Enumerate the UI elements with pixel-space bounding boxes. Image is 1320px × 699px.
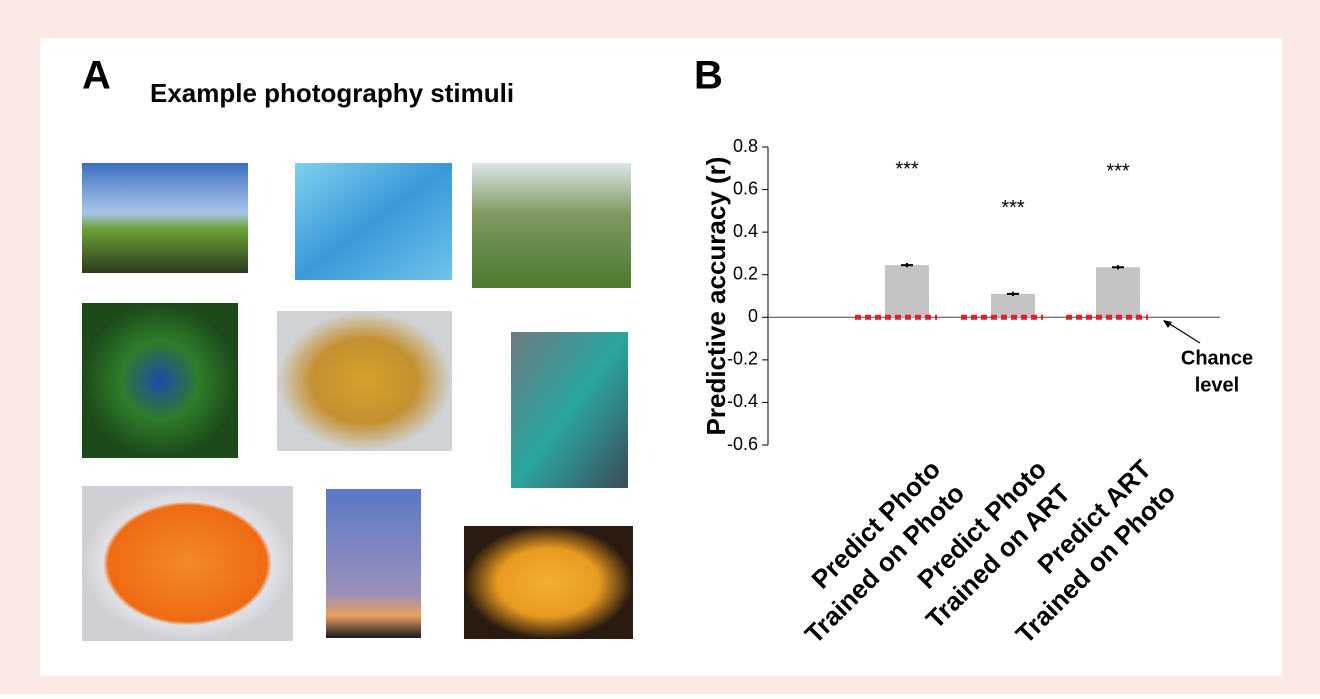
y-tick-label: 0.8 xyxy=(733,136,758,156)
chance-label: Chance xyxy=(1181,347,1253,369)
photo xyxy=(511,332,628,488)
bar xyxy=(991,294,1035,317)
photo xyxy=(277,311,452,451)
panel-label: A xyxy=(82,54,111,98)
page: A Example photography stimuli B -0.6 -0.4… xyxy=(0,0,1320,699)
significance: *** xyxy=(1106,161,1130,183)
figure: A Example photography stimuli B -0.6 -0.4… xyxy=(0,0,1320,694)
photo xyxy=(82,486,293,641)
y-tick-label: -0.6 xyxy=(727,434,758,454)
y-tick-label: 0 xyxy=(748,306,758,326)
photo xyxy=(326,489,421,638)
photo-grid xyxy=(82,163,633,641)
y-tick-label: 0.6 xyxy=(733,178,758,198)
panel-title: Example photography stimuli xyxy=(150,78,514,108)
photo xyxy=(82,163,248,273)
significance: *** xyxy=(1001,197,1025,219)
panel-label: B xyxy=(694,54,723,98)
y-tick-label: -0.4 xyxy=(727,391,758,411)
photo xyxy=(295,163,452,280)
photo xyxy=(464,526,633,639)
bar xyxy=(885,265,929,317)
y-tick-label: 0.2 xyxy=(733,263,758,283)
y-tick-label: 0.4 xyxy=(733,221,758,241)
significance: *** xyxy=(895,158,919,180)
photo xyxy=(82,303,238,458)
chance-label: level xyxy=(1195,374,1239,396)
y-tick-label: -0.2 xyxy=(727,349,758,369)
photo xyxy=(472,163,631,288)
bar xyxy=(1096,267,1140,317)
y-axis-label: Predictive accuracy (r) xyxy=(701,157,731,436)
